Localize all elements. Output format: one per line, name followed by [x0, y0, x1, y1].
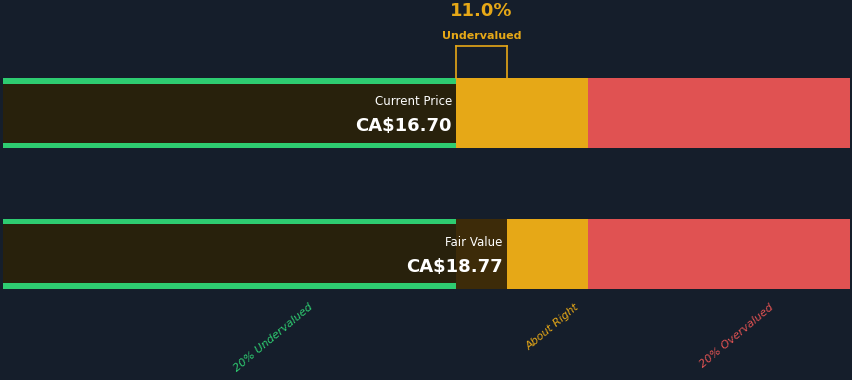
Text: CA$16.70: CA$16.70 — [355, 117, 452, 135]
Bar — [3, 142, 456, 148]
Bar — [3, 78, 456, 148]
Bar — [3, 218, 456, 289]
Text: About Right: About Right — [523, 302, 580, 352]
Bar — [3, 283, 456, 289]
Text: 20% Overvalued: 20% Overvalued — [697, 302, 774, 369]
Text: Current Price: Current Price — [374, 95, 452, 108]
Text: Undervalued: Undervalued — [441, 31, 521, 41]
Text: CA$18.77: CA$18.77 — [406, 258, 502, 276]
Bar — [3, 218, 506, 289]
Bar — [3, 78, 456, 148]
Bar — [456, 218, 587, 289]
Bar — [3, 218, 456, 225]
Bar — [3, 78, 456, 84]
Bar — [3, 78, 456, 84]
Bar — [587, 218, 849, 289]
Bar — [587, 78, 849, 148]
Bar — [3, 142, 456, 148]
Text: 20% Undervalued: 20% Undervalued — [231, 302, 314, 374]
Text: 11.0%: 11.0% — [450, 2, 512, 20]
Bar — [3, 218, 456, 225]
Bar — [3, 283, 456, 289]
Text: Fair Value: Fair Value — [445, 236, 502, 249]
Bar — [456, 78, 587, 148]
